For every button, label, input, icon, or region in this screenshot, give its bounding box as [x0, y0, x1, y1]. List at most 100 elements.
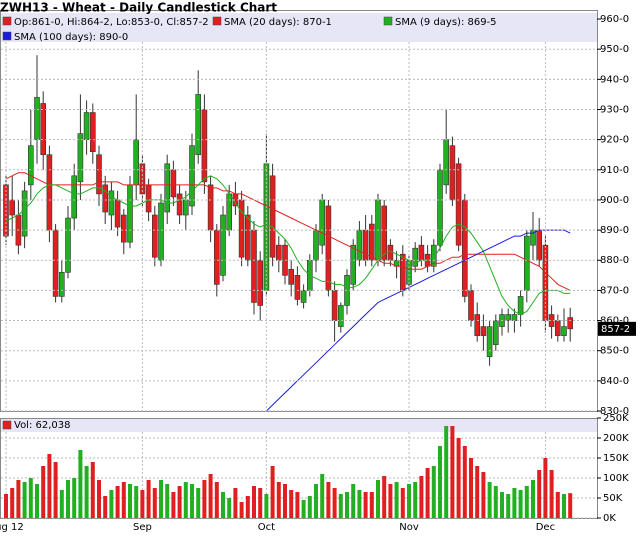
- y-tick-label: 880-0: [600, 255, 629, 266]
- candle-body: [170, 169, 177, 198]
- candle-body: [337, 305, 344, 327]
- x-tick-label: Oct: [258, 522, 275, 533]
- volume-bar: [66, 480, 70, 518]
- volume-bar: [252, 486, 256, 518]
- volume-bar: [4, 494, 8, 518]
- candle-body: [96, 154, 102, 195]
- y-tick-label: 250K: [603, 413, 629, 424]
- candle-body: [412, 247, 419, 267]
- volume-bar: [183, 482, 188, 518]
- volume-bar: [10, 488, 15, 518]
- candle-body: [46, 154, 53, 231]
- ohlc-label: Op:861-0, Hi:864-2, Lo:853-0, Cl:857-2: [14, 17, 209, 28]
- candle-body: [300, 290, 307, 303]
- volume-bar: [140, 490, 145, 518]
- volume-bar: [338, 494, 343, 518]
- x-tick-label: Sep: [133, 522, 152, 533]
- volume-bar: [270, 466, 275, 518]
- volume-bar: [382, 476, 387, 518]
- sma-line: [266, 229, 571, 411]
- volume-bar: [264, 494, 269, 518]
- legend-swatch: [2, 31, 12, 41]
- volume-bar: [394, 482, 399, 518]
- y-tick-label: 0K: [603, 513, 616, 524]
- candle-body: [319, 199, 326, 246]
- y-tick-label: 950-0: [600, 44, 629, 55]
- candle-body: [313, 229, 319, 261]
- candle-body: [437, 169, 443, 246]
- candle-body: [492, 320, 499, 345]
- y-tick-label: 860-0: [600, 316, 629, 327]
- candle-body: [288, 268, 295, 285]
- candle-body: [387, 244, 394, 261]
- candle-body: [523, 235, 530, 291]
- volume-bar: [146, 480, 151, 518]
- x-tick-label: Nov: [399, 522, 419, 533]
- candle-body: [114, 199, 121, 228]
- candle-body: [245, 214, 251, 261]
- volume-bar: [531, 480, 535, 518]
- legend-swatch: [212, 16, 222, 26]
- volume-bar: [41, 466, 46, 518]
- volume-bar: [258, 488, 263, 518]
- last-price-label: 857-2: [601, 324, 630, 335]
- volume-bar: [276, 482, 281, 518]
- volume-bar: [419, 476, 424, 518]
- volume-bar: [190, 484, 194, 518]
- volume-bar: [332, 488, 337, 518]
- legend-box: [1, 13, 597, 42]
- volume-bar: [444, 426, 449, 518]
- y-tick-label: 930-0: [600, 104, 629, 115]
- volume-bar: [283, 484, 287, 518]
- legend-label: SMA (9 days): 869-5: [395, 17, 497, 28]
- volume-bar: [562, 494, 566, 518]
- volume-bar: [90, 462, 95, 518]
- volume-bar: [524, 486, 529, 518]
- sma-line: [5, 175, 571, 316]
- candle-body: [9, 199, 15, 216]
- x-tick-label: Aug 12: [0, 522, 24, 533]
- candle-body: [238, 199, 245, 258]
- volume-bar: [233, 488, 238, 518]
- legend-label: SMA (20 days): 870-1: [224, 17, 332, 28]
- y-tick-label: 890-0: [600, 225, 629, 236]
- candle-body: [455, 163, 462, 246]
- volume-bar: [512, 488, 517, 518]
- volume-bar: [425, 468, 430, 518]
- candle-body: [362, 229, 369, 261]
- volume-bar: [72, 478, 77, 518]
- volume-bar: [314, 484, 318, 518]
- legend-swatch: [2, 420, 12, 430]
- last-price-box: [598, 321, 636, 336]
- volume-bar: [407, 484, 411, 518]
- candle-body: [350, 244, 357, 285]
- candle-body: [133, 139, 139, 186]
- candle-body: [554, 320, 561, 336]
- candle-body: [356, 229, 363, 261]
- candle-body: [275, 244, 282, 261]
- volume-bar: [537, 470, 542, 518]
- candle-body: [214, 229, 220, 285]
- candle-body: [189, 145, 195, 207]
- volume-bar: [481, 472, 486, 518]
- volume-bar: [469, 458, 473, 518]
- candle-body: [294, 275, 301, 300]
- volume-bar: [506, 494, 511, 518]
- candle-body: [176, 193, 183, 216]
- volume-bar: [171, 492, 176, 518]
- y-tick-label: 920-0: [600, 135, 629, 146]
- candle-body: [40, 103, 47, 156]
- y-tick-label: 910-0: [600, 165, 629, 176]
- candle-body: [480, 326, 487, 336]
- legend-label: SMA (100 days): 890-0: [14, 32, 128, 43]
- price-panel: [0, 10, 598, 412]
- candle-body: [257, 259, 264, 306]
- volume-bar: [109, 490, 114, 518]
- candle-body: [443, 139, 450, 186]
- candle-body: [58, 272, 65, 297]
- y-tick-label: 940-0: [600, 74, 629, 85]
- volume-legend-box: [1, 419, 597, 432]
- candle-body: [201, 109, 208, 183]
- volume-bar: [239, 502, 244, 518]
- volume-bar: [196, 488, 201, 518]
